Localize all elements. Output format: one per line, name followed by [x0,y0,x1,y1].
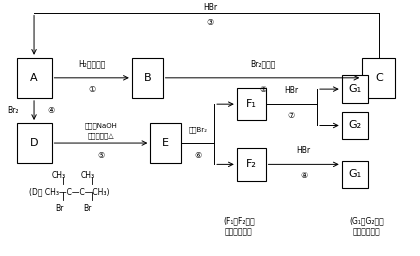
Text: HBr: HBr [284,86,298,95]
Text: G₁: G₁ [349,169,362,179]
Text: 同分异构体）: 同分异构体） [352,227,380,236]
Bar [237,148,265,181]
Text: (D是 CH₃—C—C—CH₃): (D是 CH₃—C—C—CH₃) [29,187,109,196]
Text: B: B [143,73,151,83]
Bar [132,58,163,98]
Bar [16,58,52,98]
Text: 适量Br₂: 适量Br₂ [188,126,207,133]
Text: ④: ④ [48,106,55,115]
Text: 乙醇溶液，△: 乙醇溶液，△ [88,132,114,139]
Text: ⑦: ⑦ [288,111,295,120]
Text: Br₂，光照: Br₂，光照 [250,60,275,69]
Bar [362,58,395,98]
Text: 同分异构体）: 同分异构体） [225,227,253,236]
Text: ①: ① [88,85,95,94]
Bar [342,161,368,188]
Text: G₁: G₁ [349,84,362,94]
Text: 足量浓NaOH: 足量浓NaOH [84,122,117,129]
Text: F₂: F₂ [246,159,257,169]
Bar [237,88,265,121]
Text: ⑥: ⑥ [194,151,201,159]
Text: ⑤: ⑤ [97,151,105,159]
Text: Br: Br [84,204,92,213]
Text: A: A [30,73,38,83]
Text: E: E [162,138,169,148]
Text: ②: ② [259,85,266,94]
Text: H₂，催化剂: H₂，催化剂 [78,60,105,69]
Text: (F₁和F₂互为: (F₁和F₂互为 [223,216,255,225]
Text: ③: ③ [207,18,213,27]
Text: C: C [375,73,383,83]
Text: Br: Br [55,204,63,213]
Text: D: D [30,138,38,148]
Text: ⑧: ⑧ [300,171,307,180]
Text: (G₁和G₂互为: (G₁和G₂互为 [349,216,384,225]
Text: CH₃: CH₃ [81,171,95,180]
Text: HBr: HBr [297,146,311,155]
Text: Br₂: Br₂ [7,106,18,115]
Text: F₁: F₁ [246,99,257,109]
Bar [150,123,181,163]
Text: CH₃: CH₃ [52,171,66,180]
Bar [16,123,52,163]
Text: HBr: HBr [203,3,217,12]
Bar [342,112,368,139]
Text: G₂: G₂ [349,121,362,131]
Bar [342,75,368,103]
